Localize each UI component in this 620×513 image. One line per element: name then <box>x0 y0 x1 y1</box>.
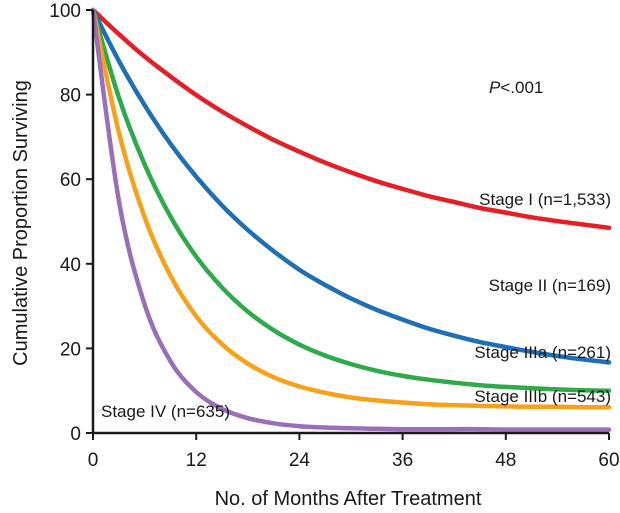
y-tick-label: 60 <box>60 170 81 191</box>
stage-i-label: Stage I (n=1,533) <box>479 190 611 209</box>
x-tick-label: 60 <box>598 450 619 471</box>
stage-ii-label: Stage II (n=169) <box>489 276 611 295</box>
y-tick-label: 40 <box>60 255 81 276</box>
x-tick-label: 48 <box>495 450 516 471</box>
stage-iiia-curve <box>90 7 612 393</box>
x-tick-label: 36 <box>392 450 413 471</box>
y-tick-label: 80 <box>60 86 81 107</box>
x-tick-label: 0 <box>88 450 99 471</box>
stage-iv-curve <box>90 7 612 432</box>
stage-iiib-curve <box>90 7 612 410</box>
y-tick-label: 100 <box>49 1 81 22</box>
p-value-text: <.001 <box>500 78 543 97</box>
x-axis-ticks: 0 12 24 36 48 60 <box>88 433 620 471</box>
x-tick-label: 12 <box>186 450 207 471</box>
stage-i-curve <box>90 7 612 231</box>
y-axis-ticks: 0 20 40 60 80 100 <box>49 1 93 445</box>
x-tick-label: 24 <box>289 450 311 471</box>
y-axis-title: Cumulative Proportion Surviving <box>10 80 32 366</box>
series-layer <box>90 7 612 432</box>
p-value-prefix: P <box>489 78 501 97</box>
series-labels: Stage I (n=1,533) Stage II (n=169) Stage I… <box>101 190 611 421</box>
stage-ii-curve <box>90 7 612 365</box>
stage-iiia-label: Stage IIIa (n=261) <box>474 343 611 362</box>
x-axis-title: No. of Months After Treatment <box>215 488 482 510</box>
p-value-annotation: P<.001 <box>489 78 543 97</box>
stage-iv-label: Stage IV (n=635) <box>101 402 230 421</box>
y-tick-label: 0 <box>70 424 81 445</box>
y-tick-label: 20 <box>60 339 81 360</box>
stage-iiib-label: Stage IIIb (n=543) <box>474 387 611 406</box>
